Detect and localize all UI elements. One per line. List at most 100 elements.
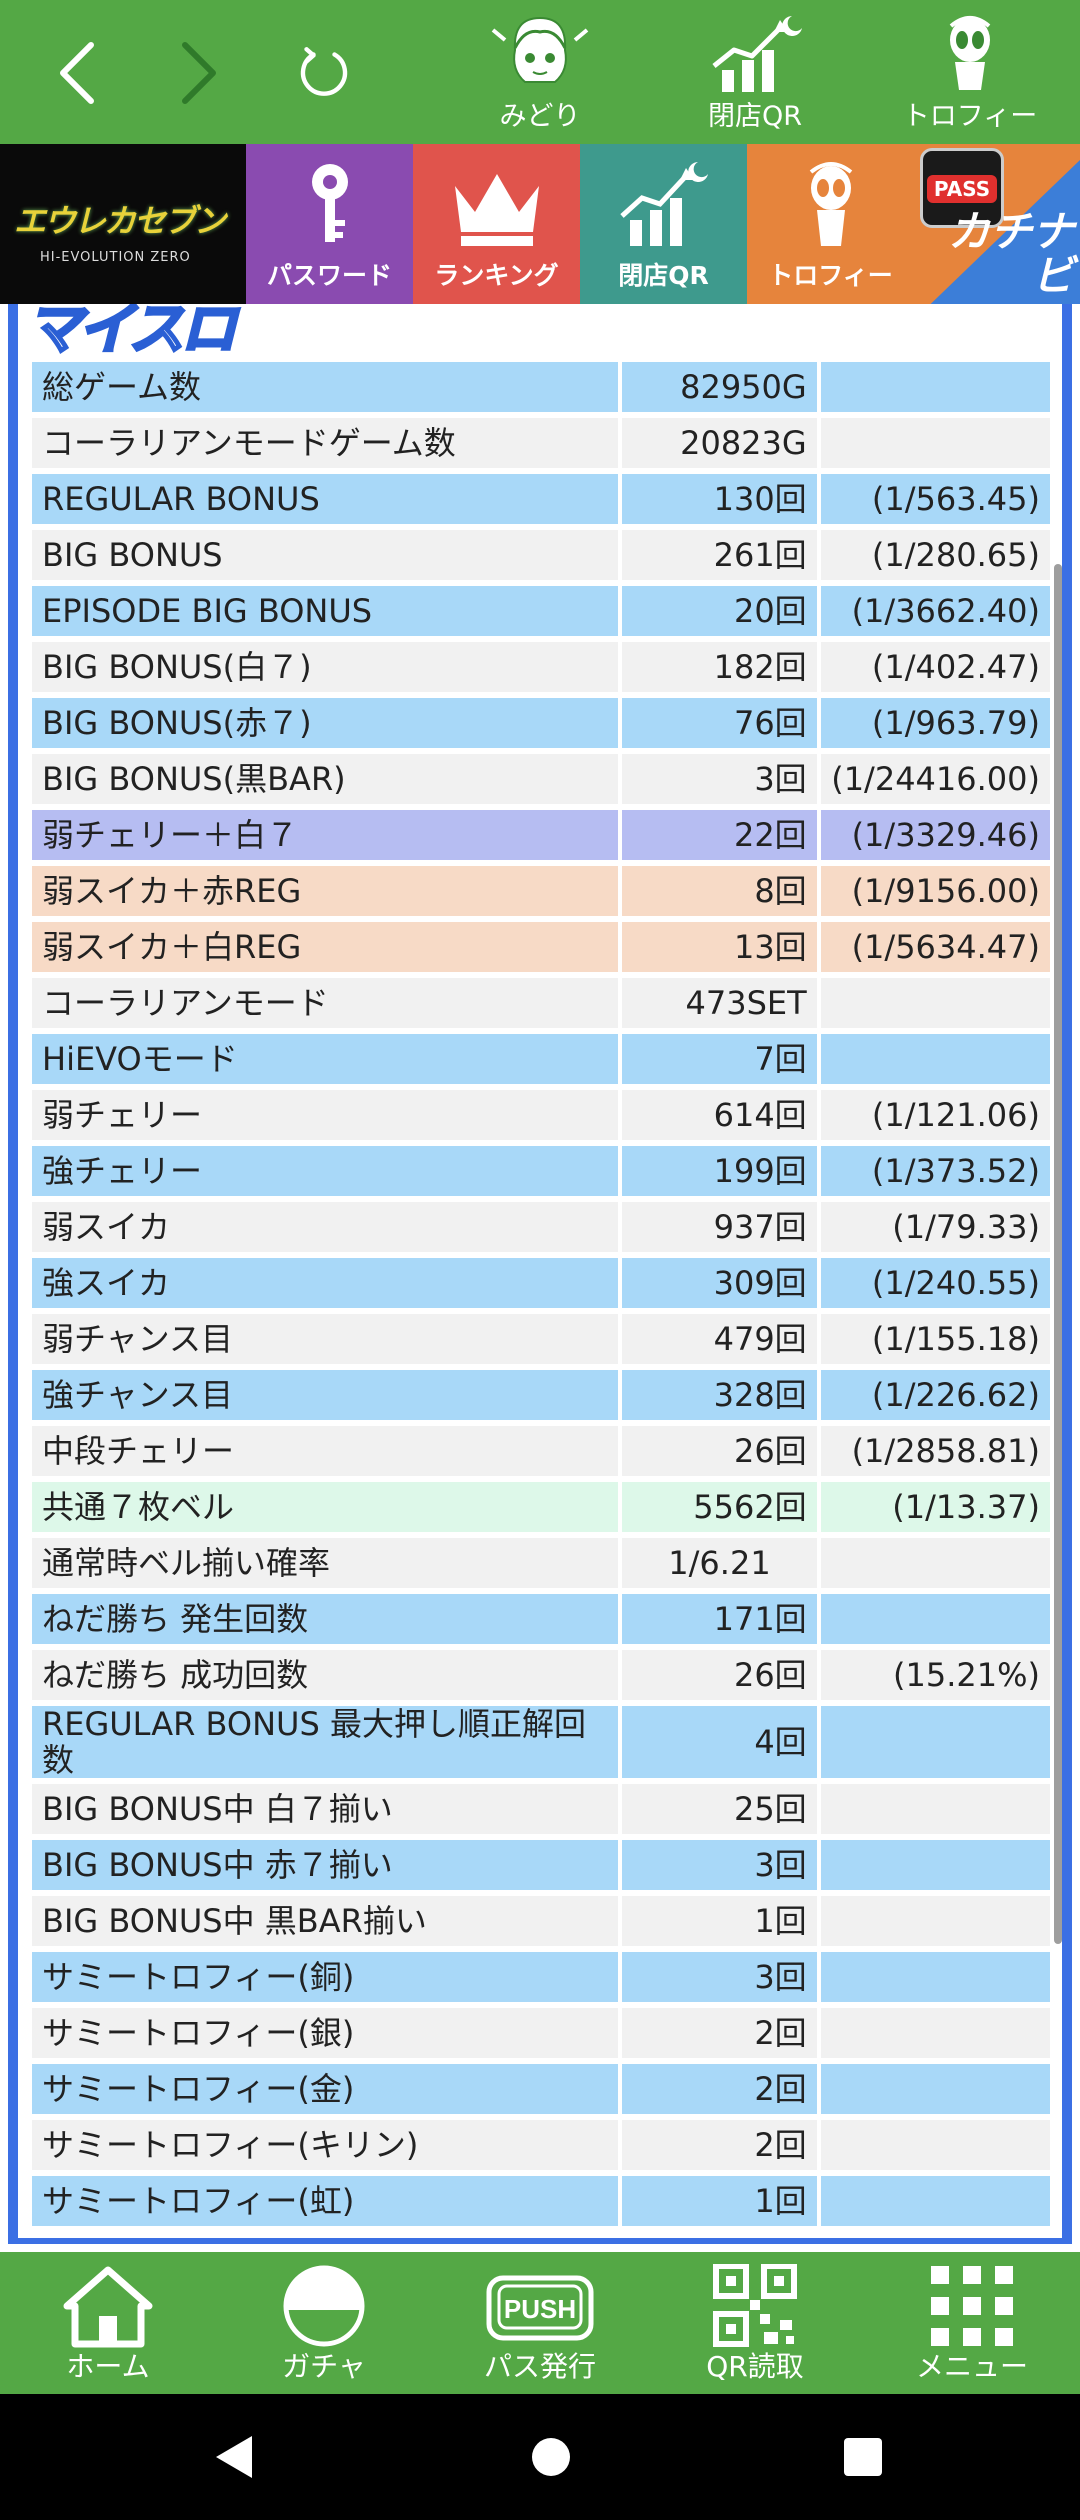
stats-row: 弱スイカ＋白REG 13回 (1/5634.47) (32, 922, 1050, 972)
stats-row: ねだ勝ち 発生回数 171回 (32, 1594, 1050, 1644)
stat-label: サミートロフィー(キリン) (32, 2120, 619, 2170)
stat-value: 199回 (622, 1146, 817, 1196)
stat-value: 328回 (622, 1370, 817, 1420)
forward-arrow-icon[interactable] (164, 30, 234, 116)
myslo-header: マイスロ (24, 304, 286, 364)
system-back-icon[interactable] (208, 2430, 262, 2484)
reload-icon[interactable] (292, 40, 356, 104)
stat-label: 弱スイカ＋白REG (32, 922, 619, 972)
password-label: パスワード (266, 261, 392, 290)
stat-value: 26回 (622, 1426, 817, 1476)
stats-row: BIG BONUS中 黒BAR揃い 1回 (32, 1896, 1050, 1946)
stat-label: 総ゲーム数 (32, 362, 619, 412)
stat-value: 261回 (622, 530, 817, 580)
stat-label: サミートロフィー(虹) (32, 2176, 619, 2226)
stat-label: REGULAR BONUS (32, 474, 619, 524)
stat-label: BIG BONUS中 白７揃い (32, 1784, 619, 1834)
trophy-nav-button[interactable]: トロフィー (900, 10, 1040, 140)
stats-row: 弱スイカ＋赤REG 8回 (1/9156.00) (32, 866, 1050, 916)
stat-label: 弱チェリー (32, 1090, 619, 1140)
stat-ratio: (1/402.47) (820, 642, 1050, 692)
stat-ratio: (1/963.79) (820, 698, 1050, 748)
gacha-button[interactable]: ガチャ (224, 2264, 424, 2390)
stat-ratio: (1/3329.46) (820, 810, 1050, 860)
stats-row: BIG BONUS中 白７揃い 25回 (32, 1784, 1050, 1834)
stats-panel[interactable]: マイスロ 総ゲーム数 82950G コーラリアンモードゲーム数 20823G REGUL… (18, 304, 1062, 2238)
stat-label: 強チャンス目 (32, 1370, 619, 1420)
stat-ratio: (1/5634.47) (820, 922, 1050, 972)
stat-ratio: (1/280.65) (820, 530, 1050, 580)
stat-value: 130回 (622, 474, 817, 524)
stat-ratio (820, 1594, 1050, 1644)
stats-row: 総ゲーム数 82950G (32, 362, 1050, 412)
stat-ratio (820, 1784, 1050, 1834)
home-icon (63, 2266, 153, 2348)
stat-ratio (820, 1896, 1050, 1946)
stats-row: REGULAR BONUS 130回 (1/563.45) (32, 474, 1050, 524)
menu-button[interactable]: メニュー (872, 2264, 1072, 2390)
midori-character-icon (491, 16, 589, 83)
stat-value: 3回 (622, 1952, 817, 2002)
stat-ratio: (1/226.62) (820, 1370, 1050, 1420)
game-logo-text: エウレカセブン (14, 202, 226, 240)
bottom-nav-bar: ホーム ガチャ PUSH パス発行 QR読取 (0, 2252, 1080, 2394)
home-button[interactable]: ホーム (8, 2264, 208, 2390)
stat-ratio: (1/373.52) (820, 1146, 1050, 1196)
stat-label: REGULAR BONUS 最大押し順正解回数 (32, 1706, 619, 1778)
closing-qr-nav-button[interactable]: 閉店QR (685, 10, 825, 140)
stat-label: EPISODE BIG BONUS (32, 586, 619, 636)
stat-ratio: (1/13.37) (820, 1482, 1050, 1532)
pass-issue-button[interactable]: PUSH パス発行 (440, 2264, 640, 2390)
game-logo-subtitle: HI-EVOLUTION ZERO (40, 250, 191, 265)
stat-value: 479回 (622, 1314, 817, 1364)
password-tile[interactable]: パスワード (246, 144, 413, 304)
stats-row: BIG BONUS(黒BAR) 3回 (1/24416.00) (32, 754, 1050, 804)
game-logo[interactable]: エウレカセブン HI-EVOLUTION ZERO (0, 144, 246, 304)
stat-value: 3回 (622, 1840, 817, 1890)
trophy-tile-label: トロフィー (768, 261, 893, 290)
stat-ratio (820, 1952, 1050, 2002)
stat-ratio: (1/155.18) (820, 1314, 1050, 1364)
stat-ratio (820, 1840, 1050, 1890)
back-arrow-icon[interactable] (42, 30, 112, 116)
stat-label: 通常時ベル揃い確率 (32, 1538, 619, 1588)
closing-qr-label: 閉店QR (707, 101, 802, 132)
stats-row: BIG BONUS(白７) 182回 (1/402.47) (32, 642, 1050, 692)
stat-ratio (820, 1706, 1050, 1778)
stat-label: サミートロフィー(銅) (32, 1952, 619, 2002)
stat-value: 937回 (622, 1202, 817, 1252)
stat-value: 3回 (622, 754, 817, 804)
system-home-icon[interactable] (524, 2430, 578, 2484)
stats-row: BIG BONUS(赤７) 76回 (1/963.79) (32, 698, 1050, 748)
stat-label: 強チェリー (32, 1146, 619, 1196)
android-system-nav (0, 2394, 1080, 2520)
qr-read-button[interactable]: QR読取 (655, 2264, 855, 2390)
stat-value: 5562回 (622, 1482, 817, 1532)
closing-qr-tile[interactable]: 閉店QR (580, 144, 747, 304)
stat-label: ねだ勝ち 成功回数 (32, 1650, 619, 1700)
scrollbar[interactable] (1054, 564, 1062, 1944)
stat-label: BIG BONUS(黒BAR) (32, 754, 619, 804)
stat-label: HiEVOモード (32, 1034, 619, 1084)
stats-row: 強チェリー 199回 (1/373.52) (32, 1146, 1050, 1196)
midori-nav-button[interactable]: みどり (470, 10, 610, 140)
stat-value: 1/6.21 (622, 1538, 817, 1588)
trophy-tile[interactable]: トロフィー (747, 144, 914, 304)
stat-label: コーラリアンモードゲーム数 (32, 418, 619, 468)
system-recents-icon[interactable] (836, 2430, 890, 2484)
stat-ratio: (1/24416.00) (820, 754, 1050, 804)
qr-code-icon (713, 2264, 797, 2347)
stat-label: サミートロフィー(銀) (32, 2008, 619, 2058)
ranking-tile[interactable]: ランキング (413, 144, 580, 304)
stat-ratio: (1/79.33) (820, 1202, 1050, 1252)
stat-label: BIG BONUS(白７) (32, 642, 619, 692)
stat-ratio (820, 1538, 1050, 1588)
stat-label: 弱スイカ (32, 1202, 619, 1252)
stats-row: サミートロフィー(銀) 2回 (32, 2008, 1050, 2058)
stats-table: 総ゲーム数 82950G コーラリアンモードゲーム数 20823G REGULAR BO… (28, 356, 1054, 2232)
stats-row: 弱チェリー 614回 (1/121.06) (32, 1090, 1050, 1140)
stat-label: サミートロフィー(金) (32, 2064, 619, 2114)
stats-row: 強スイカ 309回 (1/240.55) (32, 1258, 1050, 1308)
stat-ratio: (1/563.45) (820, 474, 1050, 524)
kachinavi-tile[interactable]: PASS カチナビ (914, 144, 1080, 304)
